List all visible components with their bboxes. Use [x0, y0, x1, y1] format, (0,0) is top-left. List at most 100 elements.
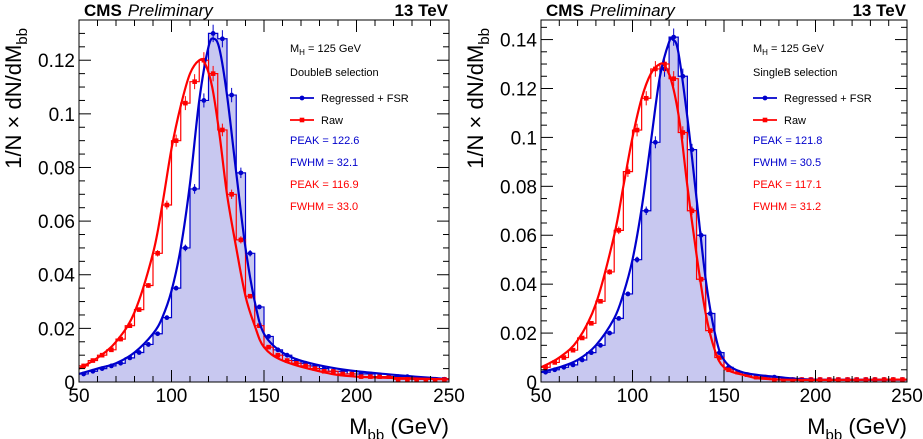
raw-data-point: [744, 372, 750, 377]
raw-data-point: [616, 228, 622, 233]
regressed-data-point: [625, 291, 631, 297]
raw-data-point: [570, 347, 576, 353]
y-tick-label: 0.12: [500, 79, 537, 100]
raw-data-point: [762, 374, 768, 380]
fit-result-annotation: FWHM = 32.1: [290, 157, 358, 169]
raw-data-point: [340, 371, 345, 377]
y-tick-label: 0.1: [49, 105, 75, 126]
y-tick-label: 0: [64, 373, 75, 394]
y-tick-label: 0.04: [500, 275, 537, 296]
regressed-data-point: [256, 304, 262, 310]
fit-result-annotation: PEAK = 117.1: [753, 179, 822, 191]
legend-raw-marker: [762, 117, 768, 123]
raw-data-point: [689, 208, 695, 214]
x-tick-label: 150: [708, 386, 740, 407]
raw-data-point: [312, 366, 318, 371]
regressed-data-point: [598, 342, 603, 348]
selection-label: DoubleB selection: [290, 67, 379, 79]
raw-data-point: [127, 323, 133, 328]
experiment-label: CMS: [546, 1, 584, 20]
legend-regressed-label: Regressed + FSR: [321, 93, 409, 105]
raw-data-point: [183, 100, 188, 106]
raw-data-point: [210, 71, 216, 76]
y-tick-label: 0.08: [38, 158, 75, 179]
fit-result-annotation: FWHM = 30.5: [753, 157, 821, 169]
regressed-data-point: [238, 170, 244, 176]
raw-data-point: [735, 369, 741, 375]
legend-regressed-marker: [299, 95, 305, 101]
y-axis-title: 1/N × dN/dMbb: [1, 28, 31, 169]
raw-data-point: [386, 374, 392, 379]
x-tick-label: 250: [433, 386, 465, 407]
fit-result-annotation: PEAK = 121.8: [753, 135, 822, 147]
status-label: Preliminary: [128, 1, 215, 20]
y-tick-label: 0.14: [500, 31, 537, 52]
y-tick-label: 0.04: [38, 266, 75, 287]
raw-data-point: [146, 283, 151, 288]
regressed-data-point: [616, 316, 622, 321]
raw-data-point: [598, 298, 603, 304]
raw-data-point: [643, 95, 649, 101]
y-tick-label: 0.1: [511, 128, 537, 149]
energy-label: 13 TeV: [852, 1, 906, 20]
raw-data-point: [155, 250, 160, 256]
chart-header: CMS Preliminary: [546, 1, 676, 20]
raw-data-point: [294, 360, 299, 366]
plot-frame: [540, 19, 908, 383]
x-tick-label: 250: [891, 386, 923, 407]
fit-result-annotation: PEAK = 122.6: [290, 135, 359, 147]
fit-result-annotation: FWHM = 31.2: [753, 201, 821, 213]
raw-data-point: [671, 76, 676, 82]
regressed-data-point: [219, 36, 225, 42]
y-tick-label: 0.06: [500, 226, 537, 247]
chart-header: CMS Preliminary: [84, 1, 214, 20]
x-tick-label: 50: [68, 386, 89, 407]
status-label: Preliminary: [590, 1, 677, 20]
regressed-data-point: [192, 186, 198, 192]
regressed-data-point: [643, 208, 649, 214]
legend-raw-marker: [299, 117, 305, 123]
regressed-data-point: [182, 245, 188, 251]
regressed-histogram-step: [541, 36, 907, 381]
x-tick-label: 150: [248, 386, 280, 407]
regressed-data-point: [136, 350, 142, 355]
raw-data-point: [543, 365, 548, 370]
raw-data-point: [303, 363, 308, 369]
regressed-fit-curve: [78, 37, 450, 381]
regressed-data-point: [652, 139, 658, 145]
raw-data-point: [589, 320, 594, 326]
energy-label: 13 TeV: [394, 1, 448, 20]
x-tick-label: 100: [156, 386, 188, 407]
regressed-data-point: [155, 331, 161, 337]
regressed-data-point: [164, 315, 170, 321]
x-tick-label: 200: [800, 386, 832, 407]
raw-data-point: [607, 269, 612, 275]
raw-data-point: [284, 358, 290, 363]
legend-regressed-marker: [762, 95, 768, 101]
regressed-data-point: [634, 257, 640, 263]
regressed-data-point: [145, 342, 151, 347]
experiment-label: CMS: [84, 1, 122, 20]
y-axis-title: 1/N × dN/dMbb: [463, 28, 493, 169]
raw-fit-curve: [540, 62, 908, 382]
x-tick-label: 50: [530, 386, 551, 407]
raw-data-point: [552, 360, 558, 365]
chart-panel-2: 50 100 150 200 250 0 0.02 0.04 0.06 0.08 0.1 0.12 0.…: [463, 1, 923, 439]
raw-data-point: [220, 127, 225, 133]
regressed-data-point: [229, 92, 235, 98]
raw-data-point: [717, 355, 722, 360]
x-axis-title: Mbb (GeV): [807, 414, 907, 439]
raw-data-point: [680, 130, 686, 135]
raw-data-point: [331, 368, 336, 374]
raw-data-point: [109, 347, 114, 353]
raw-data-point: [349, 371, 355, 377]
regressed-fill-area: [541, 37, 907, 383]
legend-raw-label: Raw: [784, 115, 806, 127]
raw-data-point: [192, 79, 197, 84]
raw-data-point: [118, 336, 123, 342]
raw-data-point: [266, 344, 271, 350]
selection-label: SingleB selection: [753, 67, 837, 79]
legend-raw-label: Raw: [321, 115, 343, 127]
raw-data-point: [229, 191, 234, 197]
